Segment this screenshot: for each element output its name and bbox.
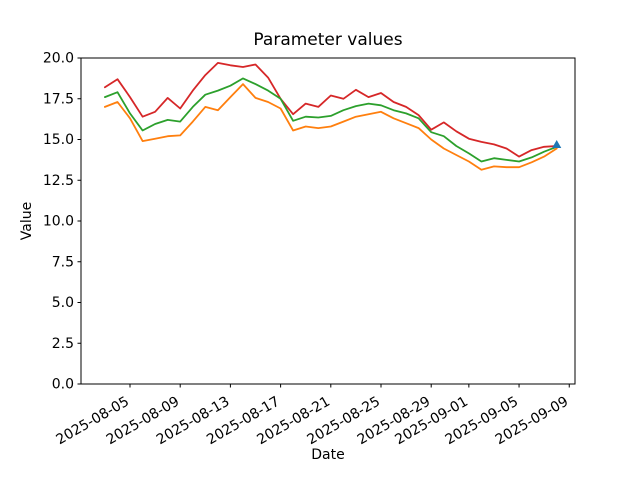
y-tick-label: 2.5 bbox=[52, 336, 74, 352]
series-line-1 bbox=[104, 77, 558, 163]
y-tick-label: 10.0 bbox=[43, 214, 74, 230]
y-tick-label: 17.5 bbox=[43, 91, 74, 107]
y-tick-label: 20.0 bbox=[43, 51, 74, 67]
series-line-2 bbox=[104, 83, 558, 171]
y-tick-label: 15.0 bbox=[43, 132, 74, 148]
y-tick-label: 12.5 bbox=[43, 173, 74, 189]
series-line-0 bbox=[104, 62, 558, 158]
x-axis-label: Date bbox=[311, 447, 345, 463]
y-tick-label: 0.0 bbox=[52, 377, 74, 393]
chart-title: Parameter values bbox=[253, 30, 403, 50]
end-marker-caret-up-icon bbox=[552, 140, 562, 148]
axes-spines bbox=[80, 57, 576, 385]
y-tick-label: 7.5 bbox=[52, 254, 74, 270]
y-axis-label: Value bbox=[19, 201, 35, 241]
y-tick-label: 5.0 bbox=[52, 295, 74, 311]
